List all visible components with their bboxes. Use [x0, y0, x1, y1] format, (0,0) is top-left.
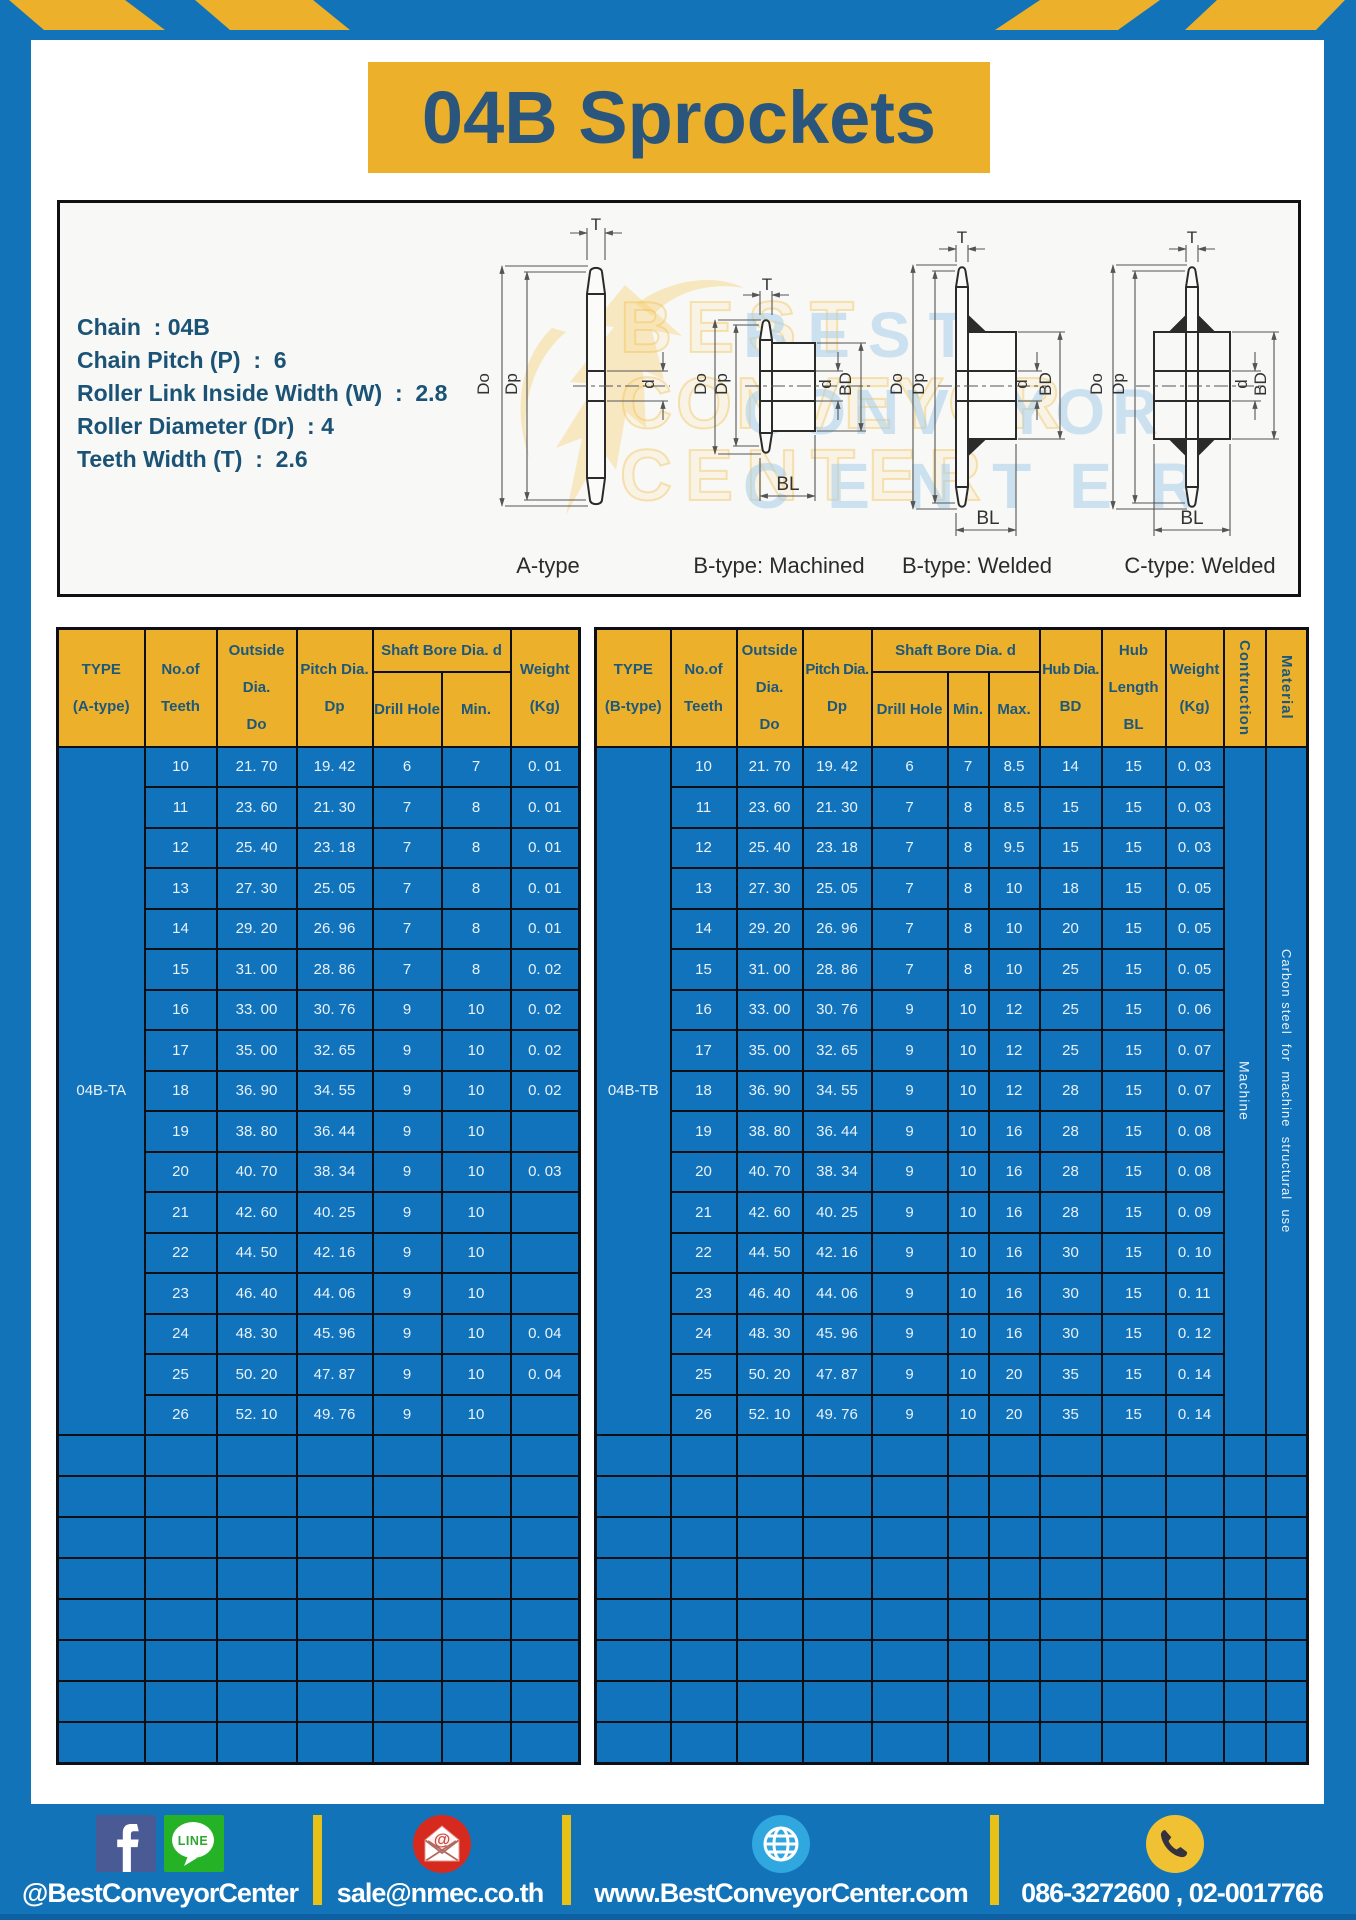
svg-text:BL: BL: [1180, 508, 1203, 529]
svg-text:BD: BD: [836, 372, 855, 396]
svg-text:CENTER: CENTER: [743, 450, 1234, 522]
svg-text:BD: BD: [1251, 372, 1270, 396]
svg-text:Dp: Dp: [1109, 373, 1128, 395]
svg-text:Do: Do: [1087, 373, 1106, 395]
svg-text:d: d: [1232, 379, 1251, 388]
svg-text:d: d: [816, 379, 835, 388]
svg-text:A-type: A-type: [516, 553, 580, 578]
svg-text:B-type: Machined: B-type: Machined: [693, 553, 864, 578]
svg-text:CENTER: CENTER: [620, 436, 994, 516]
svg-text:Do: Do: [887, 373, 906, 395]
svg-text:B-type: Welded: B-type: Welded: [902, 553, 1052, 578]
svg-text:Dp: Dp: [712, 373, 731, 395]
svg-text:BL: BL: [976, 508, 999, 529]
svg-text:Do: Do: [474, 373, 493, 395]
svg-text:C-type: Welded: C-type: Welded: [1124, 553, 1275, 578]
svg-text:Dp: Dp: [502, 373, 521, 395]
svg-text:T: T: [762, 275, 772, 294]
svg-text:BD: BD: [1036, 372, 1055, 396]
svg-text:@: @: [434, 1830, 451, 1849]
svg-text:d: d: [1012, 379, 1031, 388]
svg-text:Dp: Dp: [909, 373, 928, 395]
svg-text:BL: BL: [776, 474, 799, 495]
svg-text:LINE: LINE: [178, 1834, 208, 1848]
svg-text:T: T: [591, 215, 601, 234]
svg-text:d: d: [639, 379, 658, 388]
svg-text:T: T: [1187, 228, 1197, 247]
svg-text:Do: Do: [691, 373, 710, 395]
svg-text:T: T: [957, 228, 967, 247]
